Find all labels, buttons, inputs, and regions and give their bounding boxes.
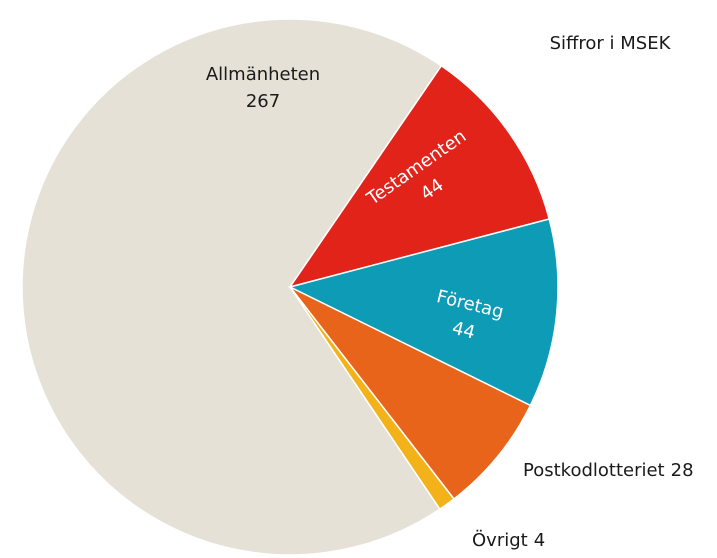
- slice-label: Övrigt 4: [472, 529, 545, 551]
- category-label: Allmänheten: [206, 64, 320, 85]
- slices: [21, 18, 559, 556]
- slice: [21, 18, 443, 556]
- category-label: Övrigt: [472, 529, 528, 551]
- value-label: 4: [534, 530, 545, 551]
- slice-label: Allmänheten 267: [206, 64, 320, 112]
- slice-label: Postkodlotteriet 28: [523, 460, 694, 481]
- slice: [289, 286, 532, 501]
- value-label: 28: [671, 460, 694, 481]
- slice: [289, 286, 456, 511]
- category-label: Postkodlotteriet: [523, 460, 665, 481]
- slice: [288, 64, 551, 289]
- slice: [287, 218, 559, 407]
- chart-subtitle: Siffror i MSEK: [550, 33, 672, 54]
- value-label: 267: [246, 91, 280, 112]
